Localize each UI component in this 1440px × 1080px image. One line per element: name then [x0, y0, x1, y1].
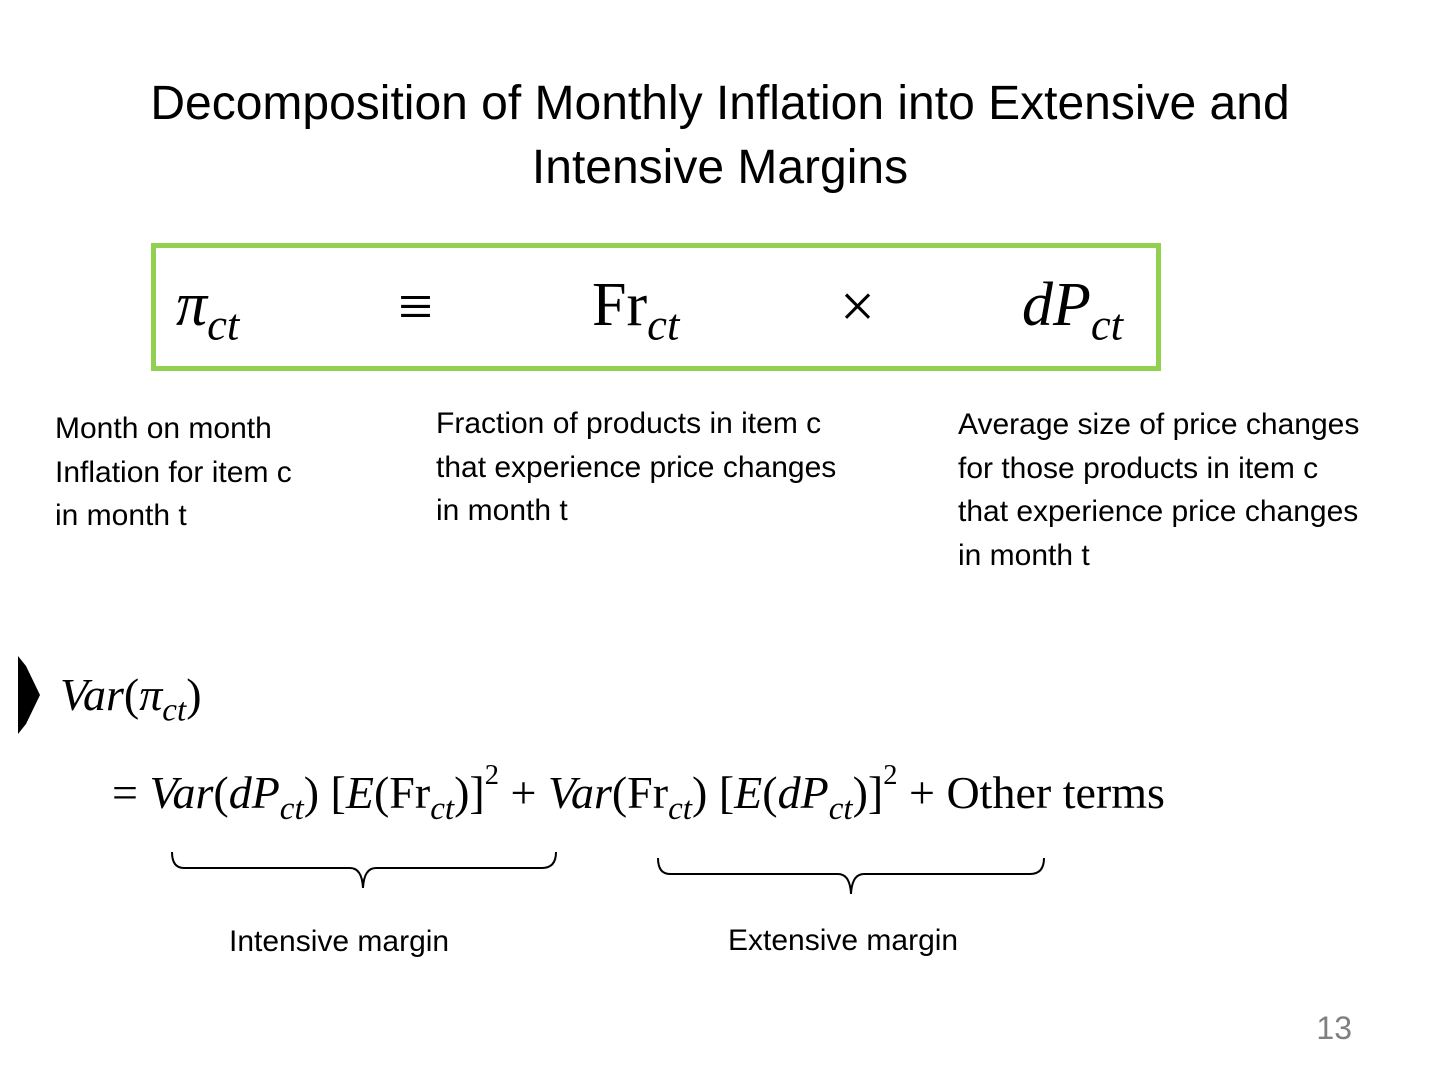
pi-ct: πct	[176, 271, 240, 350]
other-terms: Other terms	[946, 767, 1165, 819]
slide-title: Decomposition of Monthly Inflation into …	[60, 72, 1380, 200]
times-sign: ×	[840, 273, 875, 341]
description-average: Average size of price changes for those …	[958, 408, 1360, 572]
extensive-margin-label: Extensive margin	[728, 924, 959, 957]
intensive-margin-label: Intensive margin	[229, 925, 450, 958]
slide-title-line-2: Intensive Margins	[531, 141, 909, 194]
variance-expansion: = Var(dPct) [E(Frct)]2 + Var(Frct) [E(dP…	[112, 760, 1165, 827]
dp-ct: dPct	[1022, 271, 1124, 350]
extensive-brace	[657, 857, 1045, 895]
fr-ct: Frct	[592, 271, 680, 350]
variance-lhs: Var(πct)	[60, 669, 202, 729]
page-number: 13	[1316, 1010, 1352, 1046]
equiv-sign: ≡	[398, 273, 433, 341]
description-inflation: Month on month Inflation for item c in m…	[55, 412, 292, 532]
identity-box	[151, 243, 1161, 371]
slide-title-line-1: Decomposition of Monthly Inflation into …	[150, 77, 1290, 130]
intensive-brace	[171, 851, 557, 889]
bullet-arrow-icon	[18, 656, 40, 734]
description-fraction: Fraction of products in item c that expe…	[436, 407, 837, 527]
